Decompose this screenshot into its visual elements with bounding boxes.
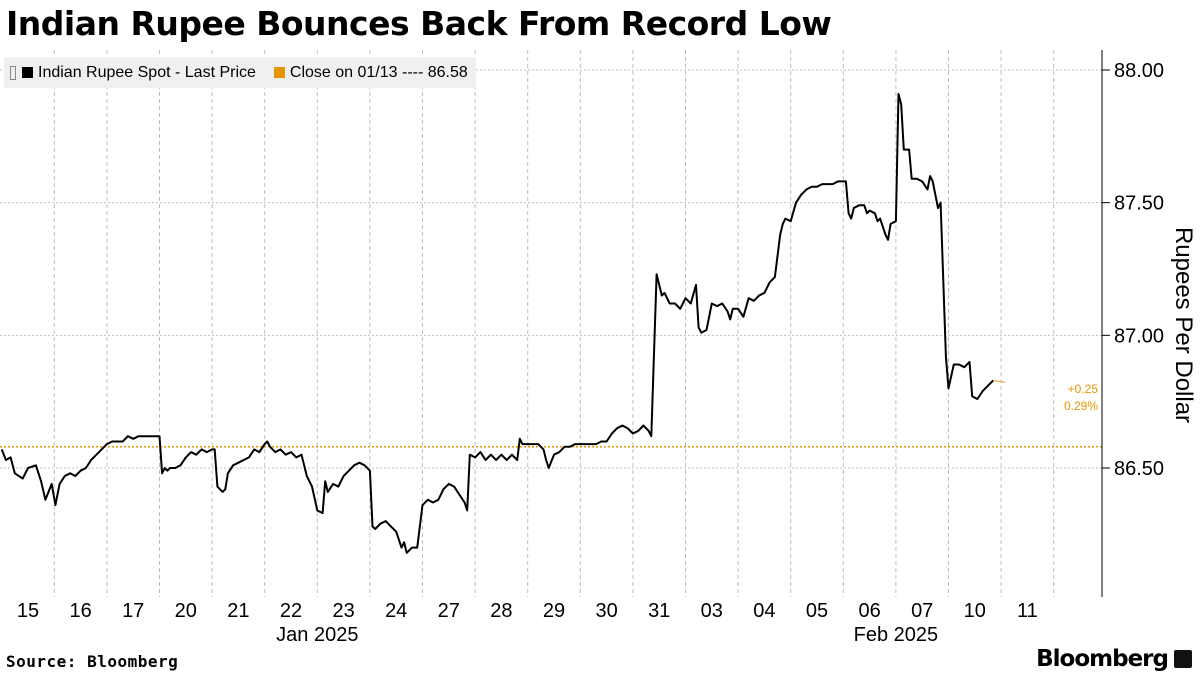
x-month-label: Jan 2025 — [276, 624, 358, 646]
source-note: Source: Bloomberg — [6, 652, 179, 671]
last-change-annotation: +0.25 0.29% — [993, 379, 1099, 413]
legend-label-spot: Indian Rupee Spot - Last Price — [38, 63, 256, 81]
x-tick-label: 29 — [543, 600, 565, 622]
x-tick-label: 22 — [280, 600, 302, 622]
x-tick-label: 15 — [17, 600, 39, 622]
y-axis — [1101, 50, 1110, 597]
gridlines — [0, 50, 1102, 597]
bloomberg-terminal-icon — [1174, 650, 1192, 668]
x-tick-label: 31 — [648, 600, 670, 622]
y-tick-label: 87.50 — [1114, 193, 1164, 215]
y-tick-label: 86.50 — [1114, 458, 1164, 480]
x-tick-label: 21 — [227, 600, 249, 622]
y-tick-labels: 88.00 87.50 87.00 86.50 — [1114, 60, 1164, 480]
legend-swatch-black — [22, 67, 33, 78]
change-abs: +0.25 — [1068, 382, 1099, 396]
legend-swatch-orange — [273, 67, 285, 78]
x-tick-label: 11 — [1017, 600, 1038, 622]
x-tick-label: 06 — [858, 600, 880, 622]
x-tick-label: 28 — [490, 600, 512, 622]
chart-title: Indian Rupee Bounces Back From Record Lo… — [6, 4, 832, 43]
brand-logo: Bloomberg — [1036, 646, 1192, 672]
x-tick-label: 23 — [332, 600, 354, 622]
x-tick-label: 07 — [911, 600, 933, 622]
legend-label-close: Close on 01/13 ---- 86.58 — [289, 63, 468, 81]
x-tick-label: 16 — [69, 600, 91, 622]
legend: Indian Rupee Spot - Last Price Close on … — [4, 57, 476, 88]
x-tick-label: 10 — [964, 600, 986, 622]
change-pct: 0.29% — [1064, 399, 1098, 413]
legend-item-spot: Indian Rupee Spot - Last Price — [22, 64, 256, 82]
y-tick-label: 88.00 — [1114, 60, 1164, 82]
legend-icon — [10, 65, 16, 80]
x-tick-label: 04 — [753, 600, 775, 622]
series-line-path — [0, 92, 994, 554]
x-tick-label: 03 — [701, 600, 723, 622]
x-tick-label: 05 — [806, 600, 828, 622]
x-tick-label: 27 — [438, 600, 460, 622]
annotation-connector — [993, 379, 1006, 383]
x-tick-label: 17 — [122, 600, 144, 622]
x-tick-label: 20 — [175, 600, 197, 622]
x-tick-labels: 15 16 17 20 21 22 23 24 27 28 29 30 31 03 04 05 06 07 10 11 — [17, 600, 1038, 622]
x-tick-label: 30 — [595, 600, 617, 622]
y-tick-label: 87.00 — [1114, 325, 1164, 347]
brand-name: Bloomberg — [1036, 646, 1169, 672]
series-line — [0, 92, 994, 554]
legend-item-close: Close on 01/13 ---- 86.58 — [273, 63, 468, 82]
x-month-labels: Jan 2025 Feb 2025 — [276, 624, 938, 646]
y-axis-label: Rupees Per Dollar — [1170, 227, 1197, 423]
x-month-label: Feb 2025 — [854, 624, 939, 646]
x-tick-label: 24 — [385, 600, 407, 622]
